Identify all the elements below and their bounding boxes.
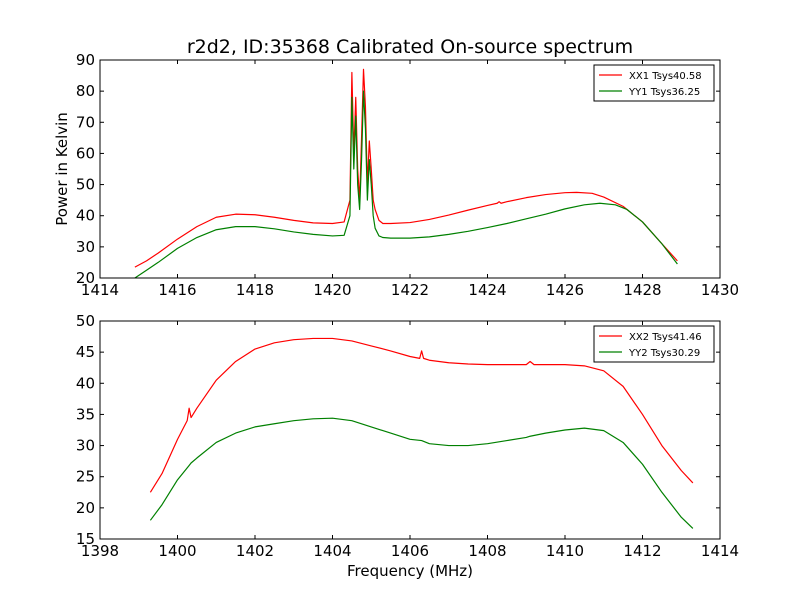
x-tick-label: 1412 — [623, 542, 661, 560]
legend-box — [593, 325, 715, 363]
x-tick-label: 1418 — [236, 281, 274, 299]
x-tick-label: 1410 — [546, 542, 584, 560]
x-axis-label: Frequency (MHz) — [347, 562, 473, 580]
series-line-yy1 — [134, 90, 678, 278]
x-tick-label: 1414 — [701, 542, 739, 560]
y-tick-label: 25 — [76, 468, 95, 486]
y-tick-label: 45 — [76, 343, 95, 361]
legend-entry: XX1 Tsys40.58 — [629, 71, 702, 82]
y-tick-label: 15 — [76, 530, 95, 548]
x-tick-label: 1422 — [391, 281, 429, 299]
legend-entry: YY1 Tsys36.25 — [628, 87, 700, 98]
x-tick-label: 1406 — [391, 542, 429, 560]
y-tick-label: 50 — [76, 176, 95, 194]
series-line-xx1 — [134, 68, 678, 268]
series-line-xx2 — [149, 337, 694, 493]
x-tick-label: 1414 — [81, 281, 119, 299]
x-tick-label: 1426 — [546, 281, 584, 299]
x-tick-label: 1404 — [313, 542, 351, 560]
y-tick-label: 20 — [76, 269, 95, 287]
x-tick-label: 1398 — [81, 542, 119, 560]
x-tick-label: 1424 — [468, 281, 506, 299]
y-tick-label: 30 — [76, 238, 95, 256]
legend-entry: YY2 Tsys30.29 — [628, 348, 700, 359]
x-tick-label: 1408 — [468, 542, 506, 560]
y-tick-label: 80 — [76, 82, 95, 100]
y-tick-label: 40 — [76, 374, 95, 392]
y-tick-label: 70 — [76, 113, 95, 131]
legend-entry: XX2 Tsys41.46 — [629, 332, 702, 343]
x-tick-label: 1428 — [623, 281, 661, 299]
x-tick-label: 1400 — [158, 542, 196, 560]
y-tick-label: 50 — [76, 312, 95, 330]
y-tick-label: 90 — [76, 51, 95, 69]
x-tick-label: 1430 — [701, 281, 739, 299]
x-tick-label: 1416 — [158, 281, 196, 299]
y-tick-label: 35 — [76, 405, 95, 423]
legend-box — [593, 64, 715, 102]
y-axis-label: Power in Kelvin — [53, 112, 71, 226]
y-tick-label: 20 — [76, 499, 95, 517]
legend: XX2 Tsys41.46 YY2 Tsys30.29 — [593, 325, 715, 363]
y-tick-label: 60 — [76, 144, 95, 162]
x-tick-label: 1420 — [313, 281, 351, 299]
y-tick-label: 30 — [76, 437, 95, 455]
y-tick-label: 40 — [76, 207, 95, 225]
legend: XX1 Tsys40.58 YY1 Tsys36.25 — [593, 64, 715, 102]
lower-spectrum-panel: 1398 1400 1402 1404 1406 1408 1410 1412 1414 15 20… — [76, 312, 739, 580]
chart-title: r2d2, ID:35368 Calibrated On-source spec… — [187, 36, 633, 58]
upper-spectrum-panel: 1414 1416 1418 1420 1422 1424 1426 1428 1430 20 30… — [53, 51, 739, 299]
x-tick-label: 1402 — [236, 542, 274, 560]
series-line-yy2 — [149, 417, 694, 529]
